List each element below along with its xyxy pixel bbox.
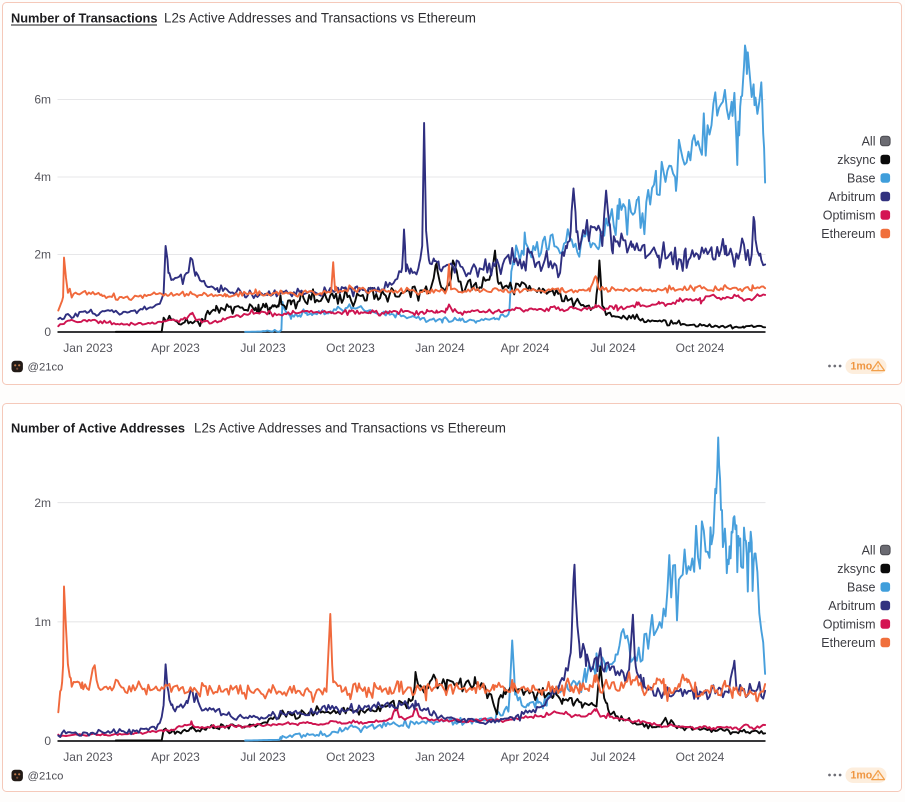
svg-text:Jan 2024: Jan 2024	[415, 750, 465, 764]
svg-text:0: 0	[44, 325, 51, 339]
svg-text:1mo: 1mo	[851, 770, 873, 782]
svg-text:Optimism: Optimism	[823, 208, 876, 222]
svg-text:L2s Active Addresses and Trans: L2s Active Addresses and Transactions vs…	[194, 421, 506, 436]
svg-text:All: All	[862, 543, 876, 557]
svg-text:Jan 2023: Jan 2023	[63, 750, 113, 764]
svg-text:Oct 2024: Oct 2024	[676, 750, 725, 764]
svg-text:1mo: 1mo	[851, 361, 873, 373]
svg-text:Jul 2023: Jul 2023	[240, 750, 286, 764]
svg-text:@21co: @21co	[28, 362, 64, 374]
svg-text:zksync: zksync	[837, 562, 875, 576]
svg-text:4m: 4m	[34, 170, 51, 184]
svg-text:Base: Base	[847, 171, 876, 185]
svg-text:Number of Active Addresses: Number of Active Addresses	[11, 421, 185, 436]
svg-text:All: All	[862, 134, 876, 148]
svg-text:Ethereum: Ethereum	[821, 227, 875, 241]
svg-text:L2s Active Addresses and Trans: L2s Active Addresses and Transactions vs…	[164, 11, 476, 26]
svg-text:Number of Transactions: Number of Transactions	[11, 11, 157, 26]
svg-text:Apr 2024: Apr 2024	[501, 750, 550, 764]
svg-text:2m: 2m	[34, 496, 51, 510]
svg-text:Jul 2023: Jul 2023	[240, 341, 286, 355]
svg-text:6m: 6m	[34, 93, 51, 107]
svg-text:Jan 2024: Jan 2024	[415, 341, 465, 355]
svg-text:1m: 1m	[34, 615, 51, 629]
svg-text:Arbitrum: Arbitrum	[828, 190, 875, 204]
svg-text:@21co: @21co	[28, 771, 64, 783]
svg-text:Oct 2023: Oct 2023	[326, 750, 375, 764]
svg-text:Oct 2024: Oct 2024	[676, 341, 725, 355]
svg-text:Base: Base	[847, 580, 876, 594]
svg-text:Apr 2023: Apr 2023	[151, 341, 200, 355]
svg-text:Oct 2023: Oct 2023	[326, 341, 375, 355]
svg-text:Jul 2024: Jul 2024	[590, 750, 636, 764]
svg-text:Ethereum: Ethereum	[821, 636, 875, 650]
svg-text:2m: 2m	[34, 248, 51, 262]
svg-text:Apr 2024: Apr 2024	[501, 341, 550, 355]
svg-text:0: 0	[44, 734, 51, 748]
svg-text:Jan 2023: Jan 2023	[63, 341, 113, 355]
svg-text:Apr 2023: Apr 2023	[151, 750, 200, 764]
svg-text:Jul 2024: Jul 2024	[590, 341, 636, 355]
svg-text:Optimism: Optimism	[823, 617, 876, 631]
svg-text:zksync: zksync	[837, 153, 875, 167]
svg-text:Arbitrum: Arbitrum	[828, 599, 875, 613]
